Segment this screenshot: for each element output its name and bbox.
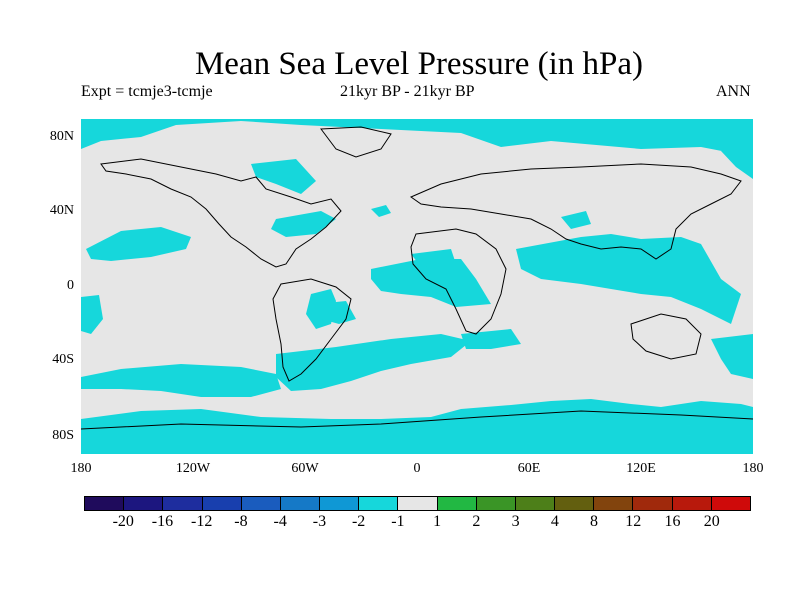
colorbar-label: -2	[351, 513, 366, 530]
colorbar-label: -20	[112, 513, 134, 530]
colorbar-label: 4	[550, 513, 559, 530]
colorbar-swatch	[241, 497, 281, 510]
colorbar-label: -12	[191, 513, 213, 530]
antarctica-coast	[81, 410, 753, 430]
coastlines	[81, 126, 753, 430]
south-atlantic-anomaly	[276, 334, 471, 391]
lat-label-40s: 40S	[52, 352, 74, 367]
colorbar-label: -3	[312, 513, 327, 530]
colorbar	[84, 496, 751, 511]
africa-coast	[410, 228, 507, 335]
lat-label-80n: 80N	[49, 129, 74, 144]
eurasia-coast	[409, 163, 742, 260]
lon-label-60w: 60W	[291, 461, 319, 476]
colorbar-swatch	[515, 497, 556, 510]
mid-atlantic-anomaly	[371, 205, 391, 217]
map-title: Mean Sea Level Pressure (in hPa)	[194, 46, 644, 82]
colorbar-swatch	[555, 497, 595, 510]
indian-ocean-anomaly	[516, 234, 741, 324]
lat-label-equator: 0	[67, 278, 74, 293]
tropical-atlantic-anomaly	[371, 259, 491, 307]
lon-label-60e: 60E	[517, 461, 541, 476]
south-america-coast	[272, 278, 352, 382]
colorbar-label: 8	[590, 513, 599, 530]
colorbar-label: -16	[151, 513, 174, 530]
southeast-pacific-anomaly	[81, 364, 281, 397]
west-edge-anomaly	[81, 295, 103, 334]
lon-label-120w: 120W	[175, 461, 211, 476]
colorbar-swatch	[476, 497, 516, 510]
lon-label-0: 0	[413, 461, 421, 476]
season-label: ANN	[716, 83, 751, 100]
colorbar-swatch	[85, 497, 125, 510]
colorbar-label: 2	[472, 513, 481, 530]
colorbar-label: -4	[273, 513, 287, 530]
colorbar-swatch	[633, 497, 673, 510]
experiment-label: Expt = tcmje3-tcmje	[81, 83, 213, 100]
hudson-anomaly	[251, 159, 316, 194]
colorbar-swatch	[672, 497, 712, 510]
colorbar-swatch	[202, 497, 242, 510]
lon-label-120e: 120E	[626, 461, 656, 476]
lon-label-180e: 180	[742, 461, 764, 476]
map-svg	[81, 119, 753, 454]
colorbar-swatch	[398, 497, 438, 510]
colorbar-label: 20	[703, 513, 720, 530]
colorbar-label: -1	[391, 513, 405, 530]
southern-ocean-anomaly	[81, 399, 753, 454]
greenland-coast	[320, 126, 392, 158]
tibet-anomaly	[561, 211, 591, 229]
negative-anomaly-regions	[81, 119, 753, 454]
lon-label-180w: 180	[70, 461, 92, 476]
colorbar-label: 1	[433, 513, 442, 530]
period-label: 21kyr BP - 21kyr BP	[340, 83, 475, 100]
colorbar-label: 3	[511, 513, 520, 530]
colorbar-swatch	[124, 497, 164, 510]
colorbar-label: 16	[664, 513, 681, 530]
arctic-anomaly	[81, 119, 753, 157]
colorbar-swatch	[163, 497, 203, 510]
ne-pacific-anomaly	[721, 149, 753, 179]
colorbar-swatch	[594, 497, 634, 510]
australia-coast	[630, 313, 702, 360]
colorbar-swatch	[320, 497, 360, 510]
colorbar-swatch	[711, 497, 750, 510]
colorbar-swatch	[437, 497, 477, 510]
north-atlantic-anomaly	[271, 211, 336, 237]
north-america-coast	[100, 158, 342, 268]
colorbar-label: 12	[625, 513, 642, 530]
pressure-map	[81, 119, 753, 454]
southwest-pacific-anomaly	[711, 334, 753, 379]
colorbar-label: -8	[234, 513, 248, 530]
north-pacific-anomaly	[86, 227, 191, 261]
lat-label-80s: 80S	[52, 428, 74, 443]
colorbar-swatch	[280, 497, 321, 510]
colorbar-swatch	[359, 497, 399, 510]
lat-label-40n: 40N	[49, 203, 74, 218]
sahara-anomaly	[411, 249, 456, 267]
